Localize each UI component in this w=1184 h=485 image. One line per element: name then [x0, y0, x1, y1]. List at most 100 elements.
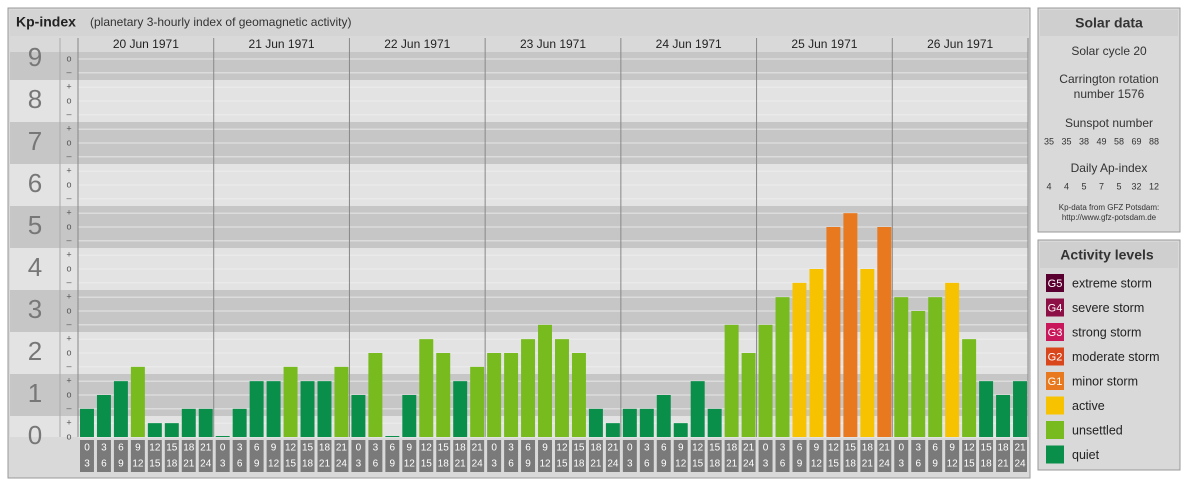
day-label: 24 Jun 1971 — [656, 37, 722, 51]
interval-end: 24 — [1014, 459, 1026, 470]
bar — [639, 408, 654, 437]
interval-start: 0 — [220, 443, 226, 454]
interval-end: 9 — [390, 459, 396, 470]
interval-end: 3 — [898, 459, 904, 470]
interval-end: 3 — [220, 459, 226, 470]
legend-badge: G5 — [1048, 278, 1063, 290]
y-tick-label: 8 — [28, 84, 42, 114]
interval-box — [741, 440, 756, 472]
y-tick-label: 2 — [28, 336, 42, 366]
interval-end: 6 — [373, 459, 379, 470]
sunspot-value: 35 — [1061, 136, 1071, 146]
interval-start: 18 — [862, 443, 874, 454]
interval-box — [436, 440, 451, 472]
interval-box — [979, 440, 994, 472]
bar — [300, 381, 315, 437]
legend-label: moderate storm — [1072, 350, 1160, 364]
y-tick-label: 7 — [28, 126, 42, 156]
minor-tick-label: + — [66, 292, 71, 302]
bar — [283, 366, 298, 437]
legend-label: strong storm — [1072, 325, 1141, 339]
bar — [622, 408, 637, 437]
bar — [80, 408, 94, 437]
legend-swatch — [1046, 421, 1064, 439]
ap-value: 5 — [1116, 181, 1121, 191]
legend-label: unsettled — [1072, 423, 1123, 437]
interval-box — [113, 440, 128, 472]
bar — [962, 339, 977, 437]
bar — [945, 282, 960, 437]
minor-tick-label: + — [66, 418, 71, 428]
y-tick-label: 3 — [28, 294, 42, 324]
interval-end: 15 — [692, 459, 704, 470]
minor-tick-label: + — [66, 376, 71, 386]
legend-swatch — [1046, 323, 1064, 341]
minor-tick-label: o — [66, 347, 71, 357]
minor-tick-label: – — [66, 109, 71, 119]
interval-end: 24 — [200, 459, 212, 470]
interval-end: 6 — [101, 459, 107, 470]
interval-box — [453, 440, 468, 472]
interval-end: 6 — [237, 459, 243, 470]
interval-box — [470, 440, 485, 472]
sunspot-value: 69 — [1131, 136, 1141, 146]
source: Kp-data from GFZ Potsdam: — [1059, 203, 1159, 212]
bar — [504, 353, 519, 437]
day-label: 25 Jun 1971 — [791, 37, 857, 51]
interval-box — [928, 440, 943, 472]
bar — [843, 213, 858, 437]
interval-start: 12 — [692, 443, 704, 454]
interval-start: 3 — [101, 443, 107, 454]
minor-tick-label: o — [66, 137, 71, 147]
sunspot-value: 58 — [1114, 136, 1124, 146]
interval-end: 21 — [319, 459, 331, 470]
interval-end: 3 — [491, 459, 497, 470]
bar — [741, 353, 756, 437]
interval-box — [487, 440, 502, 472]
interval-start: 0 — [763, 443, 769, 454]
sunspot-value: 88 — [1149, 136, 1159, 146]
y-tick-label: 0 — [28, 420, 42, 450]
interval-start: 18 — [455, 443, 467, 454]
interval-end: 24 — [607, 459, 619, 470]
interval-end: 24 — [879, 459, 891, 470]
interval-start: 6 — [932, 443, 938, 454]
interval-start: 15 — [981, 443, 993, 454]
minor-tick-label: – — [66, 319, 71, 329]
solar-cycle: Solar cycle 20 — [1071, 44, 1147, 58]
interval-start: 3 — [237, 443, 243, 454]
carrington: Carrington rotation number 1576 — [1059, 72, 1159, 101]
bar — [690, 381, 705, 437]
band — [10, 52, 1028, 80]
bar — [707, 408, 722, 437]
interval-box — [96, 440, 111, 472]
interval-end: 9 — [254, 459, 260, 470]
interval-end: 3 — [763, 459, 769, 470]
bar — [181, 408, 196, 437]
interval-end: 9 — [797, 459, 803, 470]
solar-panel — [1037, 7, 1181, 233]
interval-start: 9 — [678, 443, 684, 454]
legend-badge: G3 — [1048, 327, 1063, 339]
interval-end: 18 — [166, 459, 178, 470]
interval-box — [402, 440, 417, 472]
sunspot-value: 38 — [1079, 136, 1089, 146]
interval-end: 21 — [726, 459, 738, 470]
interval-box — [164, 440, 179, 472]
legend-badge: G1 — [1048, 376, 1063, 388]
interval-box — [351, 440, 366, 472]
interval-box — [504, 440, 519, 472]
interval-box — [656, 440, 671, 472]
ap-value: 5 — [1081, 181, 1086, 191]
interval-start: 6 — [797, 443, 803, 454]
day-label: 22 Jun 1971 — [384, 37, 450, 51]
interval-box — [283, 440, 298, 472]
legend-label: minor storm — [1072, 374, 1138, 388]
legend-label: active — [1072, 399, 1105, 413]
bar — [147, 423, 162, 437]
bar — [673, 423, 688, 437]
interval-box — [334, 440, 349, 472]
bar — [1013, 381, 1027, 437]
bar — [385, 436, 400, 437]
interval-end: 6 — [508, 459, 514, 470]
